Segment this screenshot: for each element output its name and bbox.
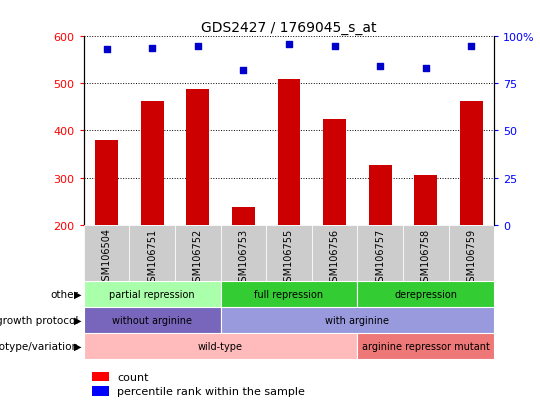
Bar <box>312 225 357 281</box>
Point <box>102 47 111 54</box>
Text: GSM106757: GSM106757 <box>375 228 385 287</box>
Text: GSM106755: GSM106755 <box>284 228 294 287</box>
Point <box>193 43 202 50</box>
Point <box>239 68 248 74</box>
Text: ▶: ▶ <box>73 289 81 299</box>
Point <box>376 64 384 71</box>
Text: GSM106759: GSM106759 <box>467 228 476 287</box>
Bar <box>129 225 175 281</box>
Point <box>330 43 339 50</box>
Text: GSM106751: GSM106751 <box>147 228 157 287</box>
Bar <box>357 281 494 307</box>
Bar <box>220 225 266 281</box>
Point <box>148 45 157 52</box>
Bar <box>92 372 109 382</box>
Text: count: count <box>117 372 149 382</box>
Bar <box>186 90 209 225</box>
Text: GSM106756: GSM106756 <box>329 228 340 287</box>
Bar <box>278 79 300 225</box>
Bar <box>92 387 109 396</box>
Bar <box>369 166 392 225</box>
Bar <box>357 225 403 281</box>
Bar <box>220 281 357 307</box>
Text: GSM106758: GSM106758 <box>421 228 431 287</box>
Bar <box>460 102 483 225</box>
Bar <box>449 225 494 281</box>
Text: other: other <box>50 289 78 299</box>
Bar <box>220 307 494 333</box>
Bar <box>84 225 129 281</box>
Bar <box>266 225 312 281</box>
Bar <box>141 102 164 225</box>
Point <box>285 41 293 48</box>
Title: GDS2427 / 1769045_s_at: GDS2427 / 1769045_s_at <box>201 21 377 35</box>
Text: with arginine: with arginine <box>325 315 389 325</box>
Bar <box>232 208 255 225</box>
Text: arginine repressor mutant: arginine repressor mutant <box>362 341 490 351</box>
Text: ▶: ▶ <box>73 341 81 351</box>
Text: derepression: derepression <box>394 289 457 299</box>
Text: partial repression: partial repression <box>109 289 195 299</box>
Text: GSM106753: GSM106753 <box>238 228 248 287</box>
Bar <box>84 281 220 307</box>
Text: GSM106752: GSM106752 <box>193 228 202 287</box>
Point <box>421 66 430 72</box>
Text: wild-type: wild-type <box>198 341 243 351</box>
Bar <box>323 119 346 225</box>
Bar <box>414 176 437 225</box>
Text: growth protocol: growth protocol <box>0 315 78 325</box>
Text: GSM106504: GSM106504 <box>102 228 111 287</box>
Bar <box>403 225 449 281</box>
Bar <box>357 333 494 359</box>
Text: genotype/variation: genotype/variation <box>0 341 78 351</box>
Text: percentile rank within the sample: percentile rank within the sample <box>117 387 305 396</box>
Bar <box>84 333 357 359</box>
Bar <box>95 140 118 225</box>
Text: full repression: full repression <box>254 289 323 299</box>
Bar <box>175 225 220 281</box>
Bar <box>84 307 220 333</box>
Text: ▶: ▶ <box>73 315 81 325</box>
Point <box>467 43 476 50</box>
Text: without arginine: without arginine <box>112 315 192 325</box>
